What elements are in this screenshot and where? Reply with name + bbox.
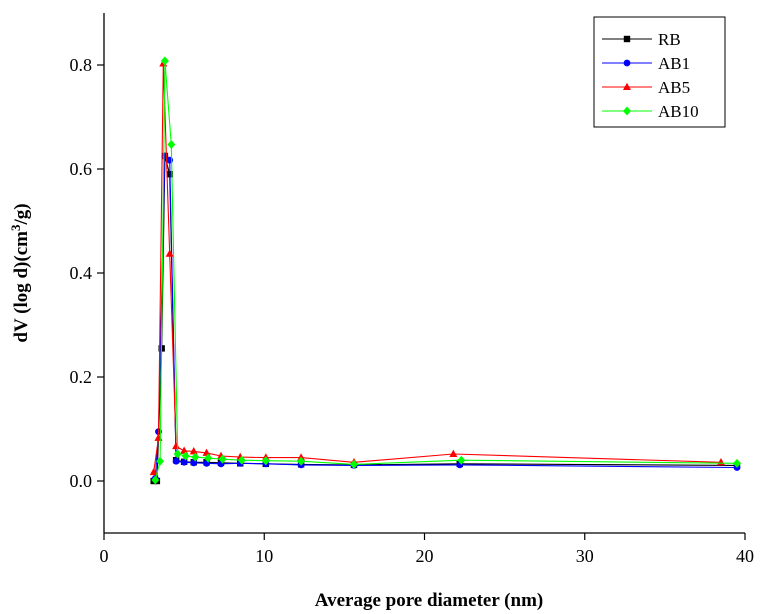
data-point-ab10 (237, 455, 246, 465)
data-point-ab1 (180, 458, 188, 466)
x-tick-label: 30 (576, 546, 594, 566)
legend-item-ab10: AB10 (602, 102, 699, 121)
legend-item-rb: RB (602, 30, 681, 49)
x-tick-label: 20 (416, 546, 434, 566)
series-line-rb (153, 155, 738, 482)
legend-label: AB10 (658, 102, 699, 121)
legend-box (593, 16, 726, 128)
data-point-ab10 (173, 449, 182, 459)
data-point-ab1 (172, 457, 180, 465)
data-point-ab10 (151, 475, 160, 485)
data-point-ab5 (165, 249, 174, 257)
y-axis-title-superscript: 3 (8, 224, 23, 231)
data-point-ab10 (191, 452, 200, 462)
data-point-ab5 (154, 433, 163, 441)
series-ab10 (151, 56, 741, 485)
y-ticks: 0.0 0.2 0.4 0.6 0.8 (70, 55, 104, 491)
y-tick-label: 0.2 (70, 367, 93, 387)
x-axis-title: Average pore diameter (nm) (315, 590, 543, 611)
x-tick-label: 0 (100, 546, 109, 566)
legend-marker (623, 82, 631, 90)
data-point-ab10 (156, 456, 165, 466)
y-axis-title: dV (log d)(cm3/g) (8, 203, 32, 342)
y-tick-label: 0.0 (70, 471, 93, 491)
series-rb (150, 152, 741, 485)
x-tick-label: 40 (736, 546, 754, 566)
data-point-ab5 (189, 447, 198, 455)
y-axis-title-main: dV (log d)(cm (11, 231, 32, 343)
legend-label: AB5 (658, 78, 690, 97)
x-tick-label: 10 (255, 546, 273, 566)
legend-item-ab1: AB1 (602, 54, 690, 73)
y-axis-title-tail: /g) (11, 203, 32, 225)
data-point-ab10 (349, 459, 358, 469)
data-point-ab5 (180, 446, 189, 454)
data-point-ab10 (457, 455, 466, 465)
legend-items: RB AB1 AB5 AB10 (602, 30, 699, 121)
legend-marker (623, 35, 631, 43)
data-point-ab5 (449, 449, 458, 457)
legend-label: RB (658, 30, 681, 49)
y-tick-label: 0.6 (70, 159, 93, 179)
data-point-ab10 (732, 458, 741, 468)
legend-marker (623, 106, 631, 116)
data-point-ab10 (167, 140, 176, 150)
data-point-ab10 (204, 453, 213, 463)
data-point-ab5 (172, 441, 181, 450)
data-point-ab10 (218, 454, 227, 464)
data-point-ab10 (297, 456, 306, 466)
series-layer (149, 56, 741, 485)
data-point-ab10 (261, 456, 270, 466)
data-point-ab10 (181, 451, 190, 461)
legend-marker (623, 59, 631, 67)
legend-item-ab5: AB5 (602, 78, 690, 97)
legend: RB AB1 AB5 AB10 (593, 16, 726, 128)
series-ab1 (151, 152, 741, 482)
y-tick-label: 0.4 (70, 263, 93, 283)
data-point-ab10 (160, 56, 169, 66)
y-tick-label: 0.8 (70, 55, 93, 75)
x-ticks: 0 10 20 30 40 (100, 533, 754, 566)
series-line-ab1 (154, 154, 738, 479)
legend-label: AB1 (658, 54, 690, 73)
data-point-ab5 (716, 457, 725, 466)
data-point-ab5 (149, 467, 158, 476)
